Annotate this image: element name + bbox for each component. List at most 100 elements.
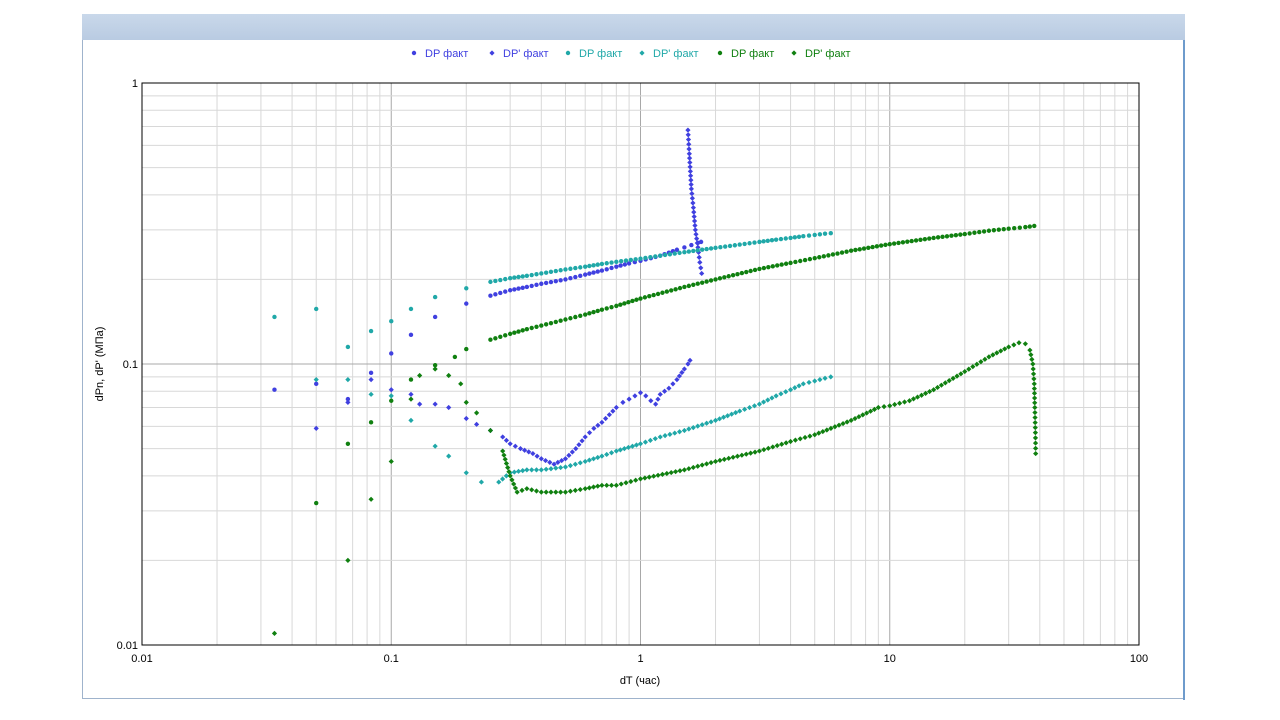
data-point (345, 344, 351, 350)
data-point (623, 480, 629, 486)
data-point (534, 282, 539, 288)
data-point (770, 264, 775, 269)
data-point (614, 303, 619, 309)
legend-label: DP' факт (503, 48, 549, 60)
data-point (757, 239, 762, 245)
data-point (922, 236, 928, 242)
data-point (613, 482, 619, 488)
data-point (798, 258, 803, 264)
data-point (681, 427, 687, 434)
data-point (692, 227, 698, 233)
data-point (512, 330, 517, 335)
data-point (774, 442, 780, 449)
data-point (658, 253, 663, 258)
data-point (651, 473, 657, 479)
data-point (446, 404, 452, 411)
data-point (998, 348, 1004, 354)
data-point (573, 274, 578, 280)
data-point (493, 292, 498, 297)
data-point (573, 314, 578, 320)
data-point (609, 304, 614, 310)
data-point (655, 472, 661, 478)
data-point (801, 233, 806, 239)
data-point (687, 168, 693, 174)
data-point (986, 228, 992, 233)
data-point (368, 328, 374, 334)
data-point (516, 329, 521, 334)
data-point (690, 464, 696, 471)
data-point (807, 256, 813, 262)
data-point (836, 422, 842, 428)
data-point (388, 458, 394, 465)
data-point (1012, 225, 1017, 231)
data-point (512, 287, 517, 292)
data-point (578, 273, 583, 279)
data-point (686, 426, 692, 432)
data-point (505, 464, 511, 471)
data-point (669, 288, 674, 293)
data-point (1031, 385, 1037, 392)
data-point (657, 391, 663, 397)
data-point (756, 448, 763, 454)
data-point (558, 268, 563, 273)
data-point (905, 239, 910, 244)
data-point (944, 234, 950, 239)
data-point (628, 257, 634, 263)
data-point (677, 250, 682, 256)
data-point (534, 453, 540, 459)
data-point (896, 240, 901, 246)
data-point (626, 396, 632, 402)
data-point (770, 444, 776, 450)
data-point (734, 453, 741, 459)
data-point (548, 269, 554, 275)
data-point (698, 239, 704, 245)
data-point (610, 408, 616, 414)
data-point (696, 254, 702, 260)
data-point (699, 280, 705, 285)
data-point (783, 261, 789, 266)
data-point (642, 295, 648, 300)
data-point (712, 458, 719, 465)
data-point (797, 436, 803, 442)
data-point (599, 268, 605, 273)
data-point (647, 294, 652, 299)
x-tick-label: 1 (637, 653, 643, 665)
data-point (747, 241, 752, 246)
data-point (693, 231, 699, 237)
data-point (587, 271, 592, 276)
data-point (689, 242, 694, 248)
data-point (685, 136, 692, 143)
window-titlebar[interactable] (82, 14, 1185, 40)
data-point (568, 266, 573, 271)
data-point (568, 316, 573, 321)
data-point (878, 243, 884, 248)
data-point (1030, 366, 1036, 372)
data-point (883, 242, 888, 248)
data-point (563, 277, 568, 282)
chart-frame (82, 40, 1185, 699)
data-point (498, 334, 503, 340)
data-point (694, 236, 700, 242)
data-point (667, 431, 673, 437)
data-point (779, 441, 785, 447)
data-point (590, 484, 597, 490)
data-point (667, 252, 673, 257)
data-point (271, 630, 278, 636)
data-point (958, 232, 963, 237)
data-point (558, 318, 563, 323)
data-point (524, 284, 530, 290)
data-point (867, 408, 874, 414)
data-point (935, 235, 941, 240)
data-point (704, 246, 709, 252)
data-point (792, 385, 798, 391)
legend-label: DP факт (731, 48, 774, 60)
data-point (686, 283, 692, 289)
data-point (496, 479, 502, 485)
data-point (691, 282, 696, 288)
data-point (773, 237, 779, 242)
data-point (1032, 223, 1037, 229)
data-point (688, 173, 694, 179)
data-point (974, 361, 980, 367)
data-point (1006, 344, 1012, 350)
data-point (1033, 445, 1039, 451)
